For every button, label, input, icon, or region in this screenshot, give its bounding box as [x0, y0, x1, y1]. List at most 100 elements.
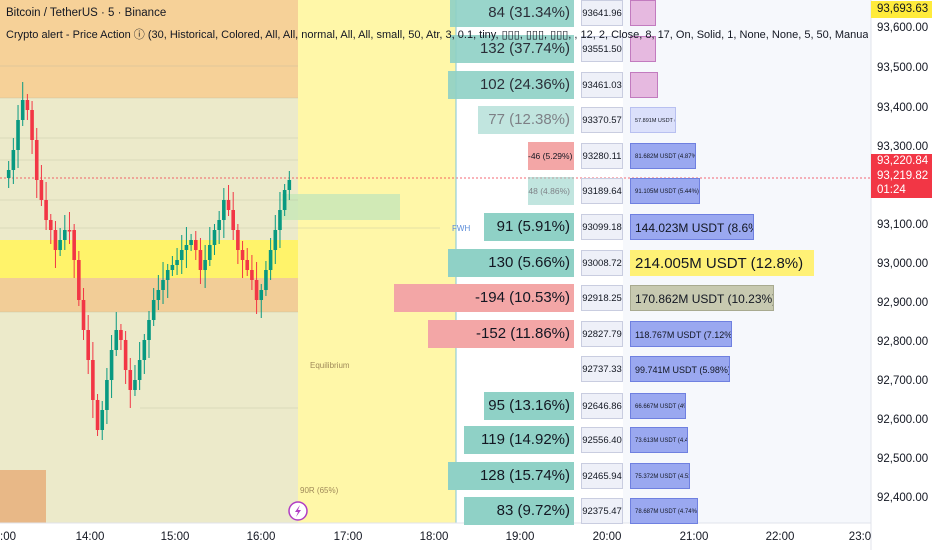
candle-body [231, 210, 235, 230]
chart-title[interactable]: Bitcoin / TetherUS · 5 · Binance [6, 7, 167, 19]
price-label: 93,300.00 [877, 141, 929, 153]
price-label: 93,600.00 [877, 22, 929, 34]
candle-body [179, 250, 184, 260]
fwh-label: FWH [452, 224, 471, 233]
candle-body [156, 290, 161, 300]
order-count: 95 (13.16%) [484, 392, 574, 420]
time-label: 14:00 [75, 531, 105, 543]
order-count: 102 (24.36%) [448, 71, 574, 99]
candle-body [282, 190, 287, 210]
candle-body [128, 370, 133, 390]
indicator-legend[interactable]: Crypto alert - Price Action ⓘ (30, Histo… [6, 29, 868, 41]
candle-body [67, 230, 72, 232]
discount-zone [0, 470, 46, 523]
order-price: 93370.57 [581, 107, 623, 133]
order-count: 119 (14.92%) [464, 426, 574, 454]
price-label: 92,900.00 [877, 297, 929, 309]
order-count: 48 (4.86%) [528, 177, 574, 205]
candle-body [95, 400, 100, 430]
order-price: 92918.25 [581, 285, 623, 311]
countdown-badge: 01:24 [871, 183, 932, 198]
order-price: 93641.96 [581, 0, 623, 26]
candle-body [222, 200, 226, 220]
order-count: -46 (5.29%) [528, 142, 574, 170]
candle-body [123, 340, 128, 370]
candle-body [250, 270, 254, 280]
candle-body [273, 230, 278, 250]
order-volume: 78.687M USDT (4.74%) [630, 498, 698, 524]
order-price: 92737.33 [581, 356, 623, 382]
order-count: 77 (12.38%) [478, 106, 574, 134]
high-price-badge: 93,693.63 [871, 1, 932, 18]
candle-body [11, 150, 16, 170]
order-price: 93189.64 [581, 178, 623, 204]
candle-body [63, 230, 67, 240]
candle-body [20, 100, 25, 120]
order-price: 92556.40 [581, 427, 623, 453]
order-price: 93099.18 [581, 214, 623, 240]
order-price: 93551.50 [581, 36, 623, 62]
order-count: -194 (10.53%) [394, 284, 574, 312]
candle-body [278, 210, 282, 230]
time-label: 15:00 [160, 531, 190, 543]
candle-body [119, 330, 123, 340]
price-label: 92,800.00 [877, 336, 929, 348]
time-label: 18:00 [419, 531, 449, 543]
candle-body [208, 245, 212, 260]
candle-body [198, 250, 203, 270]
order-volume: 170.862M USDT (10.23%) [630, 285, 774, 311]
order-volume [630, 72, 658, 98]
price-label: 92,600.00 [877, 414, 929, 426]
candle-body [226, 200, 231, 210]
candle-body [109, 350, 114, 380]
candle-body [240, 250, 245, 260]
candle-body [236, 230, 240, 250]
order-volume: 66.667M USDT (4%) [630, 393, 686, 419]
fvg-box [282, 194, 400, 220]
order-count: 130 (5.66%) [448, 249, 574, 277]
candle-body [58, 240, 62, 250]
price-label: 93,100.00 [877, 219, 929, 231]
time-label: 21:00 [679, 531, 709, 543]
order-price: 93280.11 [581, 143, 623, 169]
candle-body [189, 240, 193, 245]
time-label: :00 [0, 531, 16, 543]
order-volume: 144.023M USDT (8.6%) [630, 214, 754, 240]
order-price: 92646.86 [581, 393, 623, 419]
order-volume: 75.372M USDT (4.53%) [630, 463, 690, 489]
candle-body [142, 340, 147, 360]
order-count: 128 (15.74%) [448, 462, 574, 490]
equilibrium-zone [298, 0, 456, 523]
candle-body [77, 260, 81, 300]
order-volume: 99.741M USDT (5.98%) [630, 356, 730, 382]
order-volume: 57.891M USDT (3.45%) [630, 107, 676, 133]
candle-body [170, 265, 175, 270]
order-volume: 91.105M USDT (5.44%) [630, 178, 700, 204]
candle-body [259, 290, 264, 300]
candle-body [203, 260, 207, 270]
candle-body [133, 380, 137, 390]
price-label: 93,500.00 [877, 62, 929, 74]
order-count: 132 (37.74%) [450, 35, 574, 63]
lightning-icon[interactable] [288, 501, 308, 521]
candle-body [91, 360, 95, 400]
order-price: 93008.72 [581, 250, 623, 276]
candle-body [16, 120, 20, 150]
candle-body [161, 280, 165, 290]
candle-body [39, 180, 44, 200]
order-count: 91 (5.91%) [484, 213, 574, 241]
candle-body [44, 200, 48, 220]
candle-body [30, 110, 34, 140]
candle-body [287, 180, 292, 190]
order-price: 92375.47 [581, 498, 623, 524]
order-price: 93461.03 [581, 72, 623, 98]
candle-body [25, 100, 30, 110]
candle-body [254, 280, 259, 300]
orange-band [0, 278, 298, 312]
price-label: 92,400.00 [877, 492, 929, 504]
price-label: 92,500.00 [877, 453, 929, 465]
candle-body [81, 300, 86, 330]
candle-body [184, 245, 189, 250]
time-label: 19:00 [505, 531, 535, 543]
price-label: 92,700.00 [877, 375, 929, 387]
